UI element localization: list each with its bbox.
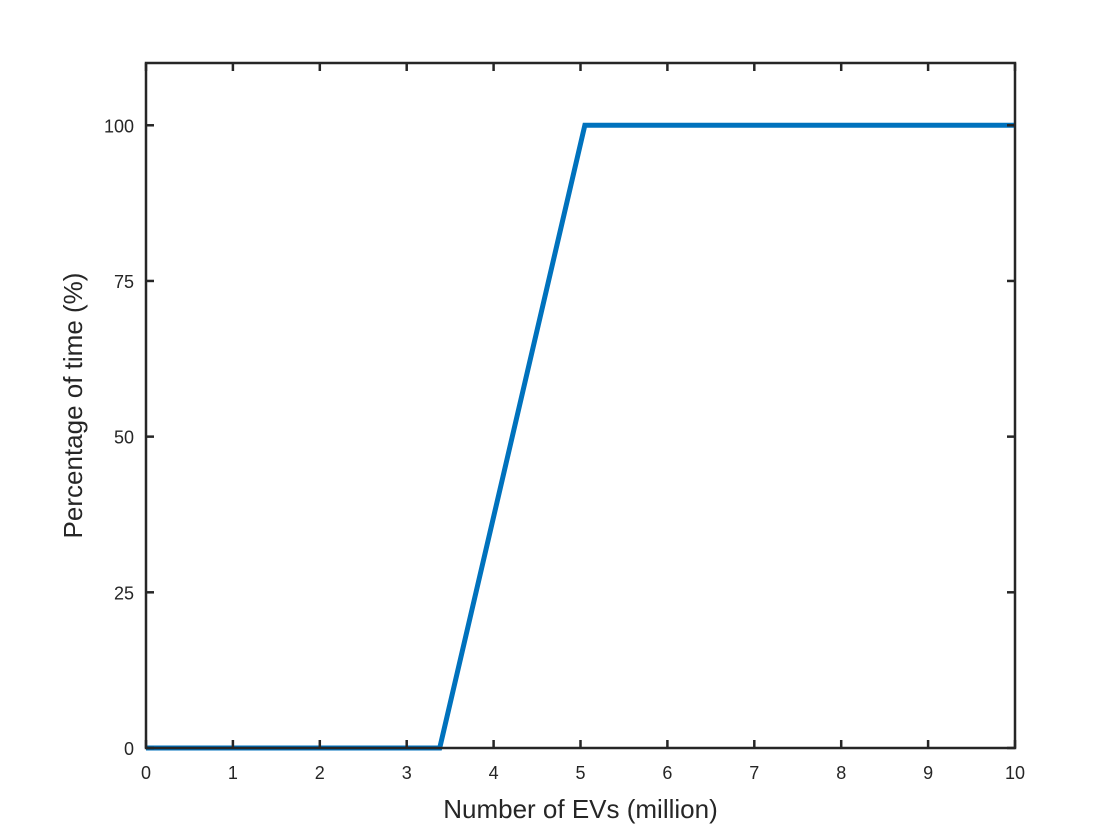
x-tick-label: 9 xyxy=(923,763,933,783)
x-tick-label: 1 xyxy=(228,763,238,783)
x-tick-label: 8 xyxy=(836,763,846,783)
y-tick-label: 75 xyxy=(114,272,134,292)
y-tick-label: 100 xyxy=(104,116,134,136)
plot-area xyxy=(146,63,1015,748)
y-axis-label: Percentage of time (%) xyxy=(58,273,88,539)
x-tick-label: 7 xyxy=(749,763,759,783)
x-axis-label: Number of EVs (million) xyxy=(443,794,718,824)
y-axis-ticks: 0 25 50 75 100 xyxy=(104,116,1015,759)
x-tick-label: 2 xyxy=(315,763,325,783)
x-tick-label: 6 xyxy=(662,763,672,783)
x-tick-label: 5 xyxy=(575,763,585,783)
x-tick-label: 10 xyxy=(1005,763,1025,783)
y-tick-label: 50 xyxy=(114,428,134,448)
y-tick-label: 25 xyxy=(114,583,134,603)
axes-box xyxy=(144,61,1017,750)
x-axis-ticks: 0 1 2 3 4 5 6 7 8 9 10 xyxy=(141,63,1025,783)
y-tick-label: 0 xyxy=(124,739,134,759)
x-tick-label: 0 xyxy=(141,763,151,783)
x-tick-label: 4 xyxy=(489,763,499,783)
x-tick-label: 3 xyxy=(402,763,412,783)
